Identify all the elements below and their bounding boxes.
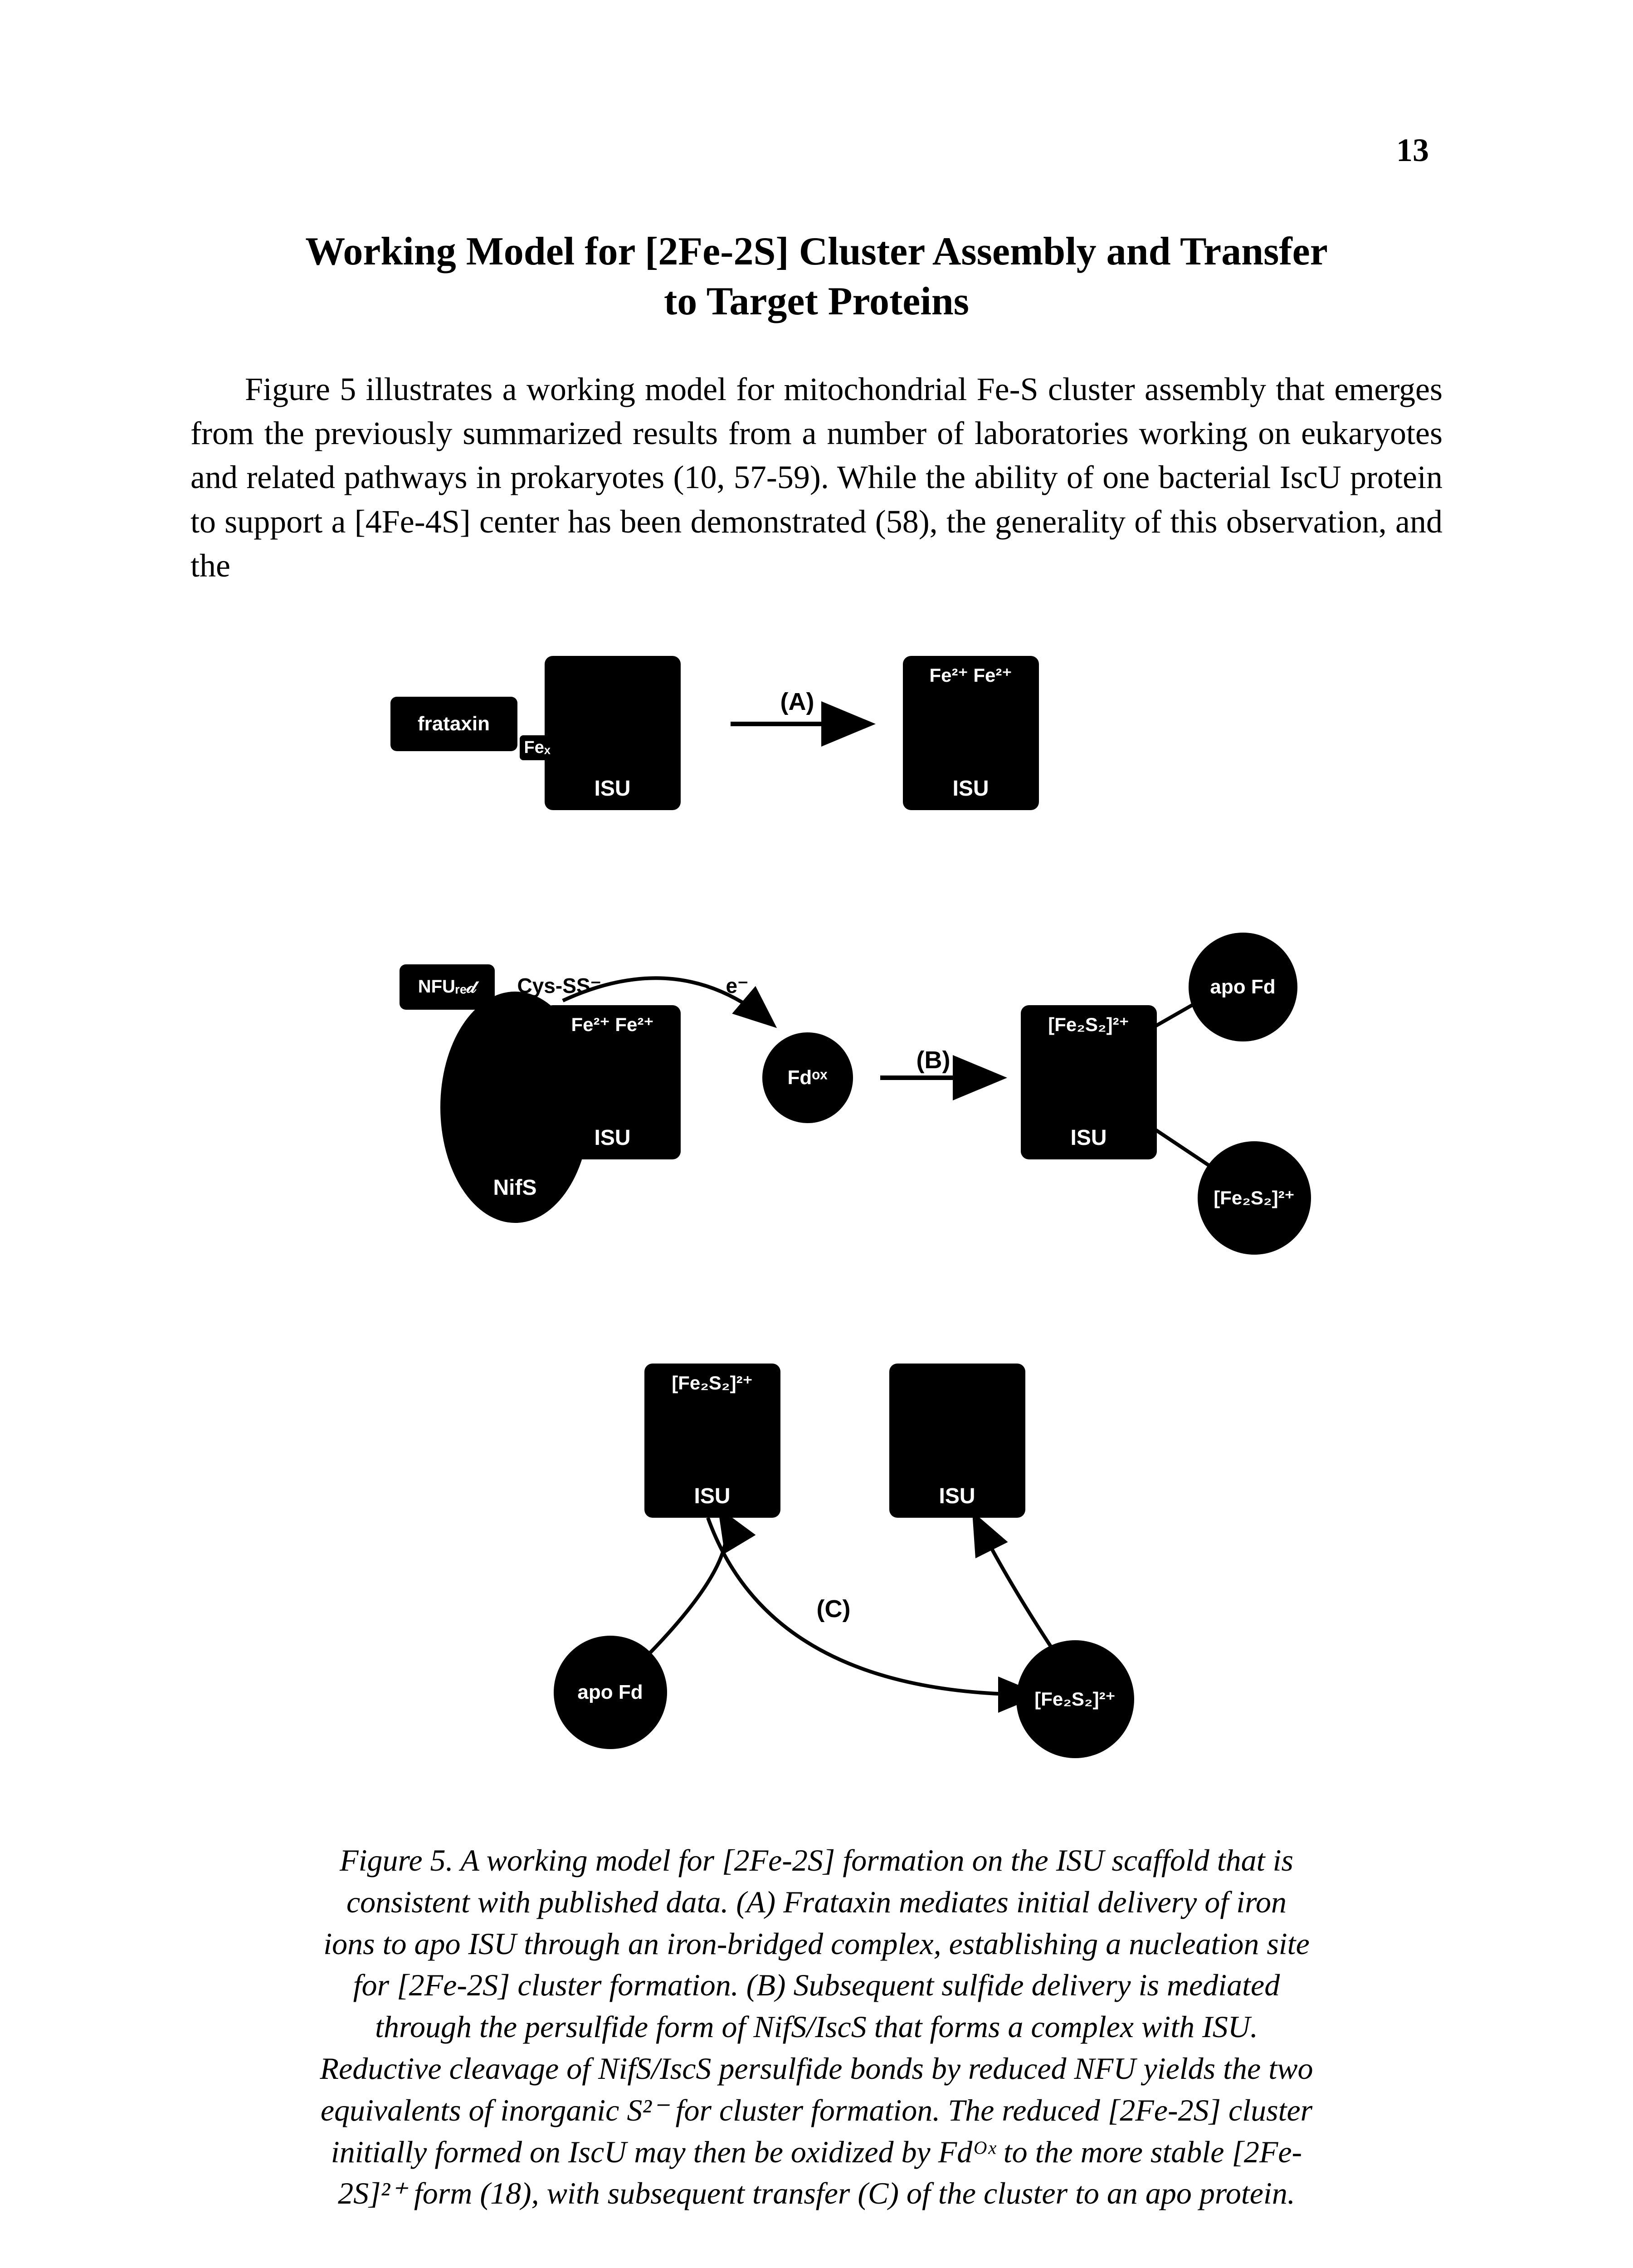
caption-line: initially formed on IscU may then be oxi… xyxy=(331,2135,1302,2169)
diagram-arrows xyxy=(273,629,1361,1799)
fe2s2-circle-c: [Fe₂S₂]²⁺ xyxy=(1016,1640,1134,1758)
fe2s2-label: [Fe₂S₂]²⁺ xyxy=(1048,1013,1129,1036)
body-paragraph: Figure 5 illustrates a working model for… xyxy=(190,367,1443,588)
fe2s2-circle-b: [Fe₂S₂]²⁺ xyxy=(1198,1141,1311,1255)
caption-line: for [2Fe-2S] cluster formation. (B) Subs… xyxy=(353,1968,1280,2002)
isu-label: ISU xyxy=(1070,1125,1107,1150)
isu-label: ISU xyxy=(952,776,989,801)
title-line-1: Working Model for [2Fe-2S] Cluster Assem… xyxy=(305,230,1328,274)
isu-box-c-left: [Fe₂S₂]²⁺ ISU xyxy=(644,1364,780,1518)
caption-line: through the persulfide form of NifS/IscS… xyxy=(375,2009,1258,2044)
frataxin-box: frataxin xyxy=(390,697,517,751)
figure-caption: Figure 5. A working model for [2Fe-2S] f… xyxy=(218,1840,1415,2214)
isu-box-a-left: ISU xyxy=(545,656,681,810)
isu-label: ISU xyxy=(694,1484,730,1509)
fex-label: Feₓ xyxy=(520,735,555,760)
electron-label: e⁻ xyxy=(726,973,749,998)
isu-box-b-right: [Fe₂S₂]²⁺ ISU xyxy=(1021,1005,1157,1159)
fdox-circle: Fdᵒˣ xyxy=(762,1032,853,1123)
apo-fd-circle-c: apo Fd xyxy=(554,1636,667,1749)
isu-label: ISU xyxy=(594,776,630,801)
isu-box-a-right: Fe²⁺ Fe²⁺ ISU xyxy=(903,656,1039,810)
caption-line: consistent with published data. (A) Frat… xyxy=(346,1885,1287,1919)
caption-line: ions to apo ISU through an iron-bridged … xyxy=(323,1926,1310,1961)
isu-label: ISU xyxy=(939,1484,975,1509)
fe2s2-label: [Fe₂S₂]²⁺ xyxy=(672,1372,752,1394)
caption-line: equivalents of inorganic S²⁻ for cluster… xyxy=(321,2093,1312,2127)
figure-5-diagram: frataxin ISU Feₓ (A) Fe²⁺ Fe²⁺ ISU NFUᵣₑ… xyxy=(273,629,1361,1799)
step-c-label: (C) xyxy=(817,1595,851,1623)
isu-label: ISU xyxy=(594,1125,630,1150)
caption-line: Figure 5. A working model for [2Fe-2S] f… xyxy=(340,1843,1293,1877)
fe2fe2-label: Fe²⁺ Fe²⁺ xyxy=(571,1013,653,1036)
step-b-label: (B) xyxy=(916,1046,951,1074)
nfu-red-box: NFUᵣₑ𝒹 xyxy=(400,964,495,1010)
page-number: 13 xyxy=(1396,132,1429,169)
page: 13 Working Model for [2Fe-2S] Cluster As… xyxy=(0,0,1633,2268)
isu-box-b-left: Fe²⁺ Fe²⁺ ISU xyxy=(545,1005,681,1159)
isu-box-c-right: ISU xyxy=(889,1364,1025,1518)
caption-line: Reductive cleavage of NifS/IscS persulfi… xyxy=(320,2051,1313,2086)
page-title: Working Model for [2Fe-2S] Cluster Assem… xyxy=(190,227,1443,327)
title-line-2: to Target Proteins xyxy=(664,279,969,323)
caption-line: 2S]²⁺ form (18), with subsequent transfe… xyxy=(338,2176,1295,2210)
apo-fd-circle: apo Fd xyxy=(1189,933,1297,1041)
step-a-label: (A) xyxy=(780,688,814,716)
fe2fe2-label: Fe²⁺ Fe²⁺ xyxy=(929,664,1012,686)
